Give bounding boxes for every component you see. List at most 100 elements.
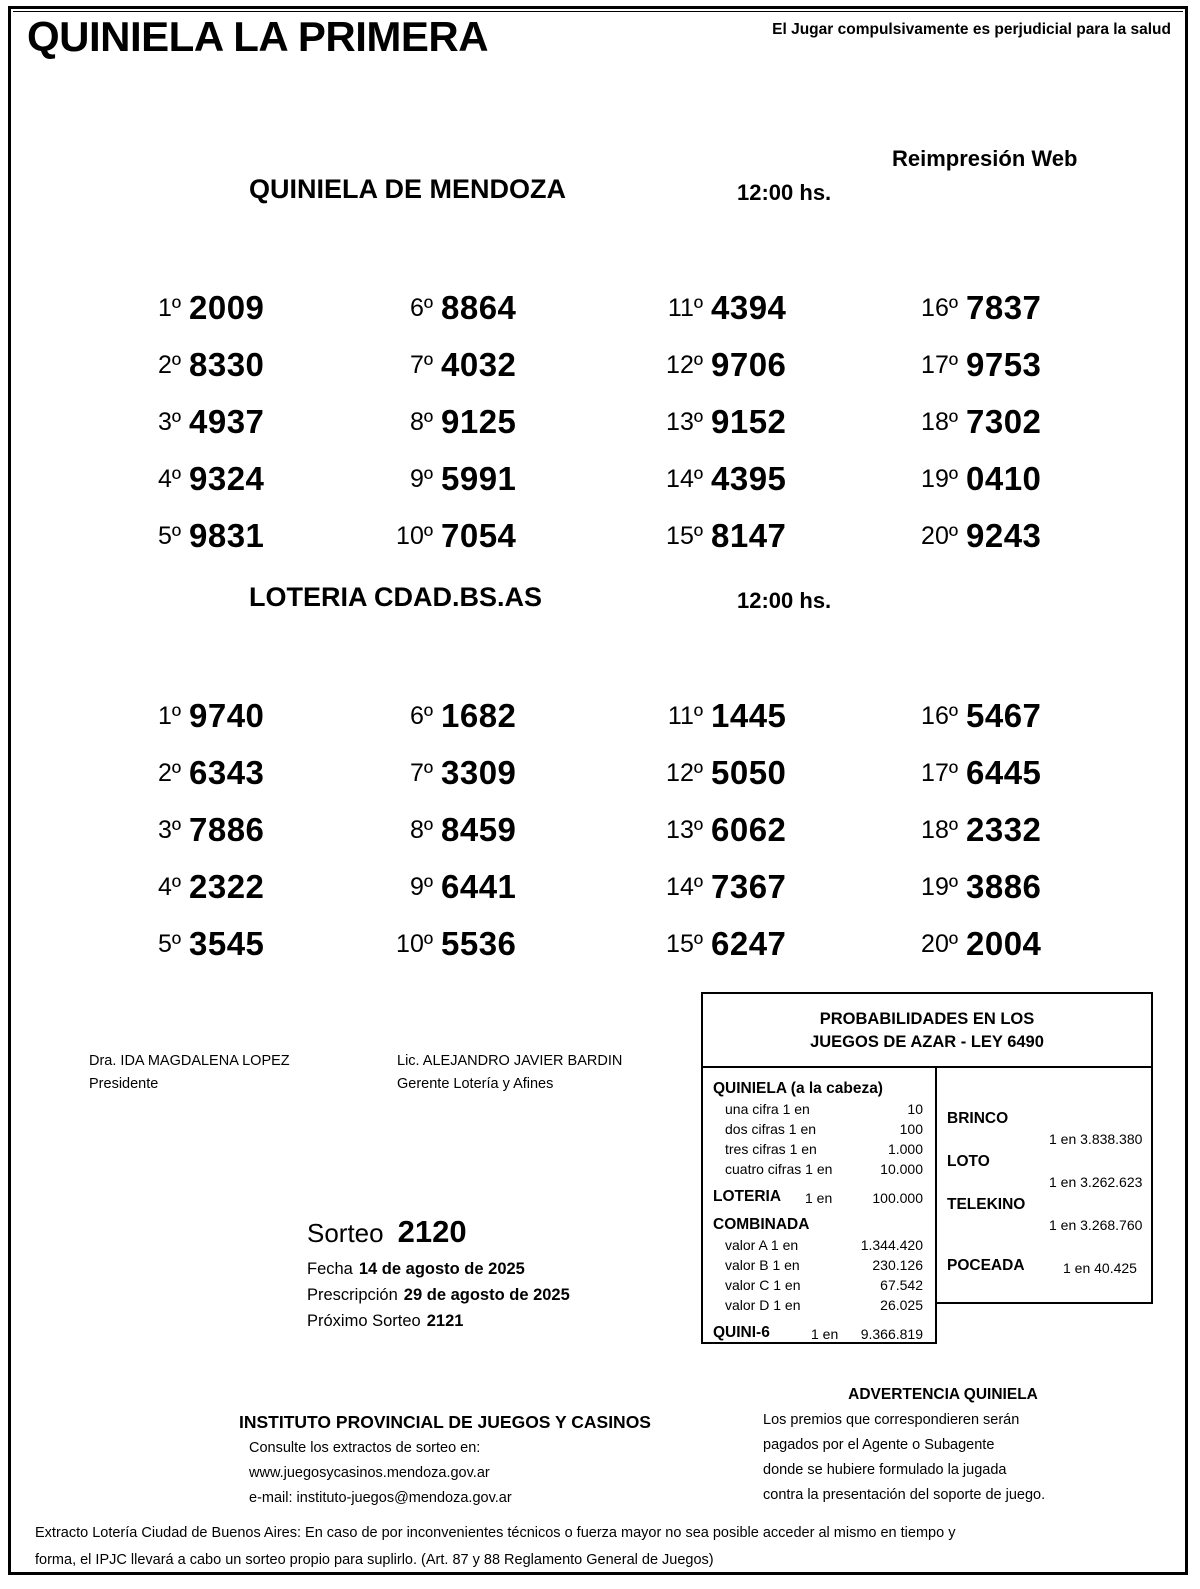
result-row: 13º 9152: [611, 388, 861, 445]
game-odds-row: BRINCO: [937, 1110, 1151, 1131]
result-row: 4º 2322: [89, 853, 339, 910]
result-position: 16º: [921, 702, 958, 730]
result-position: 20º: [921, 930, 958, 958]
institute-title: INSTITUTO PROVINCIAL DE JUEGOS Y CASINOS: [239, 1412, 651, 1432]
quiniela-odds-row: tres cifras 1 en 1.000: [713, 1139, 927, 1159]
result-number: 9125: [441, 403, 517, 440]
signature-president: Dra. IDA MAGDALENA LOPEZ Presidente: [89, 1050, 290, 1096]
loteria-label: LOTERIA: [713, 1188, 782, 1205]
result-row: 9º 6441: [341, 853, 591, 910]
result-number: 6441: [441, 868, 517, 905]
result-position: 16º: [921, 294, 958, 322]
results-column: 6º 8864 7º 4032 8º 9125 9º 5991 10º 7054: [341, 274, 591, 559]
probabilities-title: PROBABILIDADES EN LOS JUEGOS DE AZAR - L…: [701, 992, 1153, 1066]
document-frame: QUINIELA LA PRIMERA El Jugar compulsivam…: [8, 6, 1188, 1575]
result-number: 8147: [711, 517, 787, 554]
result-position: 4º: [157, 465, 181, 493]
draw-section: LOTERIA CDAD.BS.AS 12:00 hs.: [11, 582, 1185, 630]
result-row: 16º 5467: [866, 682, 1116, 739]
result-position: 3º: [157, 408, 181, 436]
result-number: 9753: [966, 346, 1042, 383]
probabilities-title-line2: JUEGOS DE AZAR - LEY 6490: [810, 1033, 1044, 1051]
advertencia-quiniela: ADVERTENCIA QUINIELA Los premios que cor…: [763, 1386, 1123, 1508]
quini6-odds-row: QUINI-6 1 en 9.366.819: [713, 1324, 927, 1347]
result-row: 19º 3886: [866, 853, 1116, 910]
institute-line: e-mail: instituto-juegos@mendoza.gov.ar: [249, 1490, 512, 1506]
result-number: 4395: [711, 460, 787, 497]
odds-value: 100: [899, 1121, 923, 1137]
probabilities-box: PROBABILIDADES EN LOS JUEGOS DE AZAR - L…: [701, 992, 1153, 1344]
game-odds-value-row: 1 en 3.268.760: [937, 1217, 1151, 1239]
signature-name: Dra. IDA MAGDALENA LOPEZ: [89, 1053, 290, 1069]
result-row: 15º 6247: [611, 910, 861, 967]
quiniela-heading: QUINIELA (a la cabeza): [713, 1080, 883, 1097]
quini6-mid: 1 en: [811, 1326, 839, 1342]
result-number: 9706: [711, 346, 787, 383]
signature-name: Lic. ALEJANDRO JAVIER BARDIN: [397, 1053, 623, 1069]
odds-label: una cifra 1 en: [725, 1101, 810, 1117]
combinada-odds-row: valor B 1 en 230.126: [713, 1255, 927, 1275]
result-row: 14º 7367: [611, 853, 861, 910]
odds-value: 10.000: [880, 1161, 923, 1177]
result-position: 7º: [409, 759, 433, 787]
result-number: 3545: [189, 925, 265, 962]
result-number: 8330: [189, 346, 265, 383]
result-row: 3º 4937: [89, 388, 339, 445]
result-position: 17º: [921, 759, 958, 787]
disclaimer-line-2: forma, el IPJC llevará a cabo un sorteo …: [35, 1552, 714, 1568]
game-name: BRINCO: [947, 1110, 1009, 1127]
result-number: 2332: [966, 811, 1042, 848]
result-row: 2º 6343: [89, 739, 339, 796]
result-position: 17º: [921, 351, 958, 379]
result-position: 2º: [157, 351, 181, 379]
result-row: 1º 2009: [89, 274, 339, 331]
result-row: 2º 8330: [89, 331, 339, 388]
result-number: 6445: [966, 754, 1042, 791]
result-position: 18º: [921, 816, 958, 844]
odds-label: dos cifras 1 en: [725, 1121, 817, 1137]
result-number: 2004: [966, 925, 1042, 962]
document-header: QUINIELA LA PRIMERA El Jugar compulsivam…: [11, 9, 1185, 67]
page-title: QUINIELA LA PRIMERA: [27, 13, 489, 60]
result-position: 18º: [921, 408, 958, 436]
result-row: 7º 4032: [341, 331, 591, 388]
draw-time: 12:00 hs.: [737, 180, 832, 205]
result-row: 12º 5050: [611, 739, 861, 796]
result-row: 20º 9243: [866, 502, 1116, 559]
sorteo-info: Sorteo 2120 Fecha 14 de agosto de 2025 Pre…: [307, 1214, 667, 1334]
advertencia-line: contra la presentación del soporte de ju…: [763, 1487, 1046, 1503]
result-position: 9º: [409, 873, 433, 901]
result-position: 5º: [157, 522, 181, 550]
sorteo-number: 2120: [397, 1214, 467, 1249]
result-row: 9º 5991: [341, 445, 591, 502]
result-position: 11º: [667, 702, 703, 730]
result-number: 8459: [441, 811, 517, 848]
game-name: LOTO: [947, 1153, 990, 1170]
gambling-warning-text: El Jugar compulsivamente es perjudicial …: [772, 21, 1171, 38]
result-row: 11º 1445: [611, 682, 861, 739]
result-position: 11º: [667, 294, 703, 322]
result-number: 9740: [189, 697, 265, 734]
result-position: 14º: [666, 465, 703, 493]
result-number: 1682: [441, 697, 517, 734]
advertencia-title: ADVERTENCIA QUINIELA: [848, 1386, 1038, 1403]
result-row: 17º 9753: [866, 331, 1116, 388]
probabilities-body: QUINIELA (a la cabeza) una cifra 1 en 10 d…: [701, 1066, 1153, 1344]
sorteo-proximo-value: 2121: [426, 1312, 464, 1330]
draw-section: QUINIELA DE MENDOZA 12:00 hs. Reimpresión …: [11, 146, 1185, 222]
result-position: 9º: [409, 465, 433, 493]
result-number: 5467: [966, 697, 1042, 734]
institute-contact-lines: Consulte los extractos de sorteo en: www.…: [239, 1436, 739, 1511]
result-position: 10º: [396, 930, 433, 958]
odds-value: 67.542: [880, 1277, 923, 1293]
result-row: 20º 2004: [866, 910, 1116, 967]
result-number: 7302: [966, 403, 1042, 440]
result-row: 3º 7886: [89, 796, 339, 853]
odds-value: 1.344.420: [860, 1237, 923, 1253]
result-row: 18º 7302: [866, 388, 1116, 445]
result-number: 6247: [711, 925, 787, 962]
result-row: 8º 8459: [341, 796, 591, 853]
result-position: 13º: [666, 816, 703, 844]
game-odds: 1 en 40.425: [1063, 1260, 1137, 1276]
result-position: 5º: [157, 930, 181, 958]
